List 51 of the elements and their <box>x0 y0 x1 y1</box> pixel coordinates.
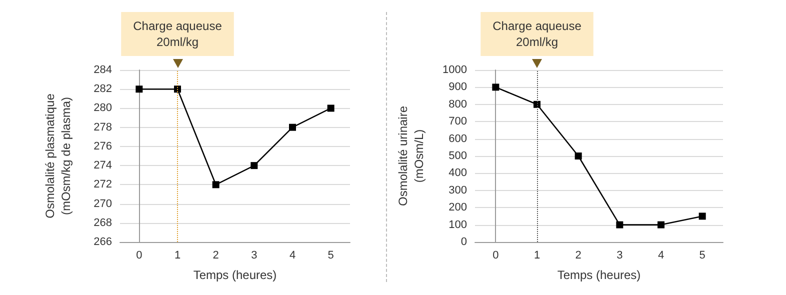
y-tick-label: 276 <box>94 140 112 152</box>
y-tick-label: 700 <box>448 116 467 128</box>
x-tick-label: 3 <box>616 250 623 262</box>
x-tick-label: 4 <box>289 250 296 262</box>
point <box>250 162 258 170</box>
y-tick-label: 800 <box>448 98 467 110</box>
x-tick-label: 5 <box>328 250 334 262</box>
point <box>698 212 706 220</box>
point <box>174 86 181 93</box>
y-axis-title: Osmolalité urinaire (mOsm/L) <box>396 106 426 206</box>
y-tick-label: 400 <box>448 167 467 180</box>
x-tick-label: 5 <box>699 250 706 262</box>
y-axis-title: Osmolalité plasmatique (mOsm/kg de plasma) <box>43 93 73 218</box>
y-tick-label: 1000 <box>442 64 467 76</box>
y-tick-label: 900 <box>448 81 467 94</box>
y-tick-label: 266 <box>94 236 112 248</box>
x-tick-label: 1 <box>534 250 540 262</box>
y-tick-label: 200 <box>448 202 467 214</box>
y-tick-label: 100 <box>448 218 467 231</box>
x-tick-label: 0 <box>492 250 499 262</box>
x-tick-label: 2 <box>575 250 582 262</box>
y-tick-label: 268 <box>94 216 112 229</box>
y-tick-label: 280 <box>94 102 112 114</box>
point <box>616 221 624 228</box>
y-tick-label: 272 <box>94 178 112 191</box>
y-tick-label: 278 <box>94 121 112 134</box>
x-axis-title: Temps (heures) <box>193 268 277 282</box>
point <box>658 221 664 228</box>
y-tick-label: 0 <box>460 236 467 248</box>
y-tick-label: 274 <box>94 160 112 172</box>
point <box>212 181 220 188</box>
x-tick-label: 0 <box>136 250 142 262</box>
x-tick-label: 4 <box>658 250 664 262</box>
x-axis-title: Temps (heures) <box>557 268 641 282</box>
y-tick-label: 284 <box>94 64 112 76</box>
ref-line-label: Charge aqueuse 20ml/kg <box>133 19 222 49</box>
point <box>327 104 334 112</box>
y-tick-label: 282 <box>94 83 112 96</box>
y-tick-label: 300 <box>448 184 467 196</box>
ref-line-label: Charge aqueuse 20ml/kg <box>492 19 582 49</box>
point <box>492 84 500 91</box>
point <box>289 124 296 131</box>
y-tick-label: 600 <box>448 132 467 145</box>
x-tick-label: 2 <box>212 250 219 262</box>
point <box>136 86 143 93</box>
point <box>574 152 582 160</box>
x-tick-label: 3 <box>251 250 258 262</box>
y-tick-label: 500 <box>448 150 467 162</box>
x-tick-label: 1 <box>174 250 181 262</box>
point <box>534 100 540 108</box>
y-tick-label: 270 <box>94 198 112 210</box>
